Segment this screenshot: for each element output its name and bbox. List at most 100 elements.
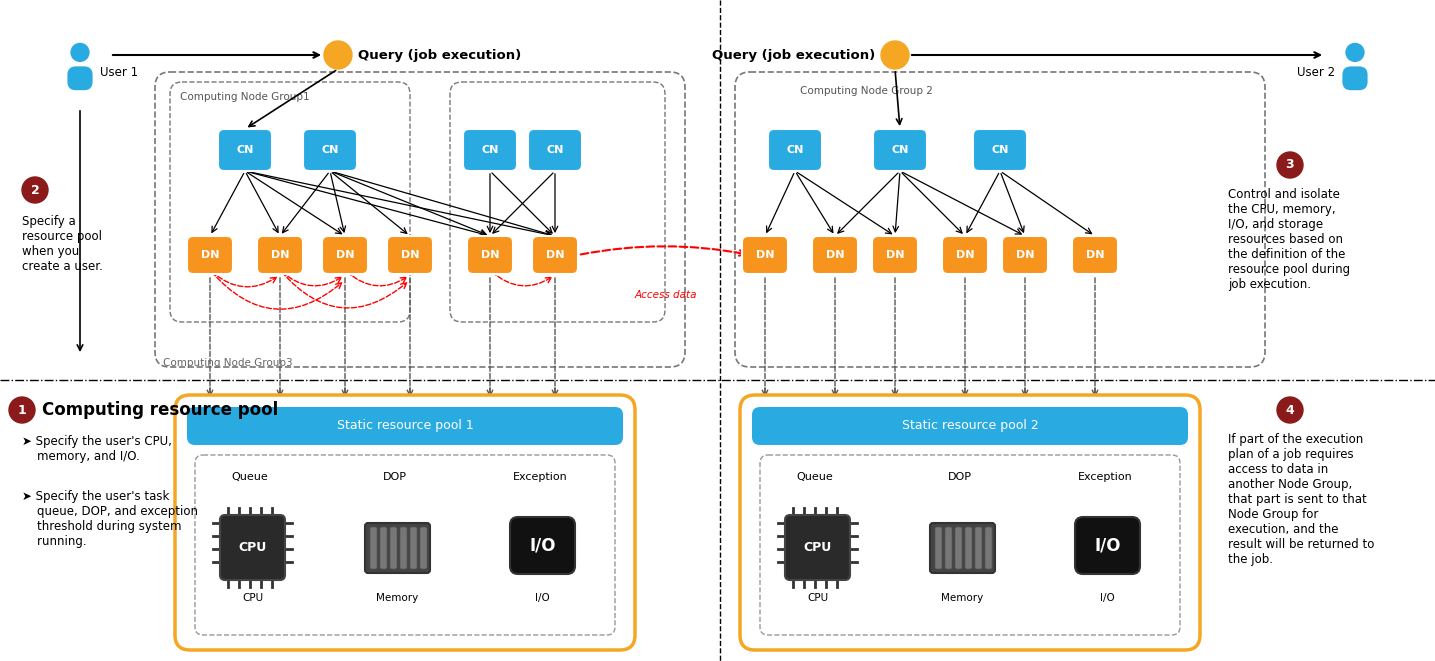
- FancyBboxPatch shape: [973, 129, 1027, 171]
- FancyBboxPatch shape: [321, 236, 367, 274]
- FancyBboxPatch shape: [768, 129, 822, 171]
- Text: Computing Node Group3: Computing Node Group3: [164, 358, 293, 368]
- FancyBboxPatch shape: [1342, 66, 1368, 90]
- Text: ➤ Specify the user's CPU,
    memory, and I/O.: ➤ Specify the user's CPU, memory, and I/…: [22, 435, 172, 463]
- FancyBboxPatch shape: [387, 236, 433, 274]
- FancyBboxPatch shape: [946, 527, 951, 569]
- Text: I/O: I/O: [1095, 537, 1121, 555]
- FancyBboxPatch shape: [872, 129, 927, 171]
- Text: DN: DN: [400, 250, 419, 260]
- Text: CN: CN: [321, 145, 339, 155]
- Text: User 2: User 2: [1297, 65, 1336, 79]
- Circle shape: [9, 397, 34, 423]
- FancyBboxPatch shape: [956, 527, 961, 569]
- Text: DOP: DOP: [949, 472, 971, 482]
- Text: Exception: Exception: [512, 472, 567, 482]
- Text: Memory: Memory: [941, 593, 983, 603]
- FancyBboxPatch shape: [420, 527, 428, 569]
- Text: CN: CN: [237, 145, 254, 155]
- Text: Computing resource pool: Computing resource pool: [42, 401, 278, 419]
- Text: User 1: User 1: [99, 65, 138, 79]
- FancyBboxPatch shape: [974, 527, 982, 569]
- Text: DN: DN: [825, 250, 844, 260]
- Text: CN: CN: [992, 145, 1009, 155]
- FancyBboxPatch shape: [936, 527, 941, 569]
- Text: CN: CN: [481, 145, 499, 155]
- Text: DN: DN: [1016, 250, 1035, 260]
- FancyBboxPatch shape: [509, 517, 575, 574]
- FancyBboxPatch shape: [740, 395, 1200, 650]
- FancyBboxPatch shape: [303, 129, 357, 171]
- FancyBboxPatch shape: [752, 407, 1188, 445]
- FancyBboxPatch shape: [370, 527, 377, 569]
- FancyBboxPatch shape: [964, 527, 971, 569]
- Text: CN: CN: [786, 145, 804, 155]
- FancyBboxPatch shape: [941, 236, 989, 274]
- FancyBboxPatch shape: [1072, 236, 1118, 274]
- FancyBboxPatch shape: [528, 129, 583, 171]
- FancyBboxPatch shape: [1002, 236, 1048, 274]
- Text: CPU: CPU: [806, 593, 828, 603]
- Text: Exception: Exception: [1078, 472, 1132, 482]
- FancyBboxPatch shape: [532, 236, 578, 274]
- FancyBboxPatch shape: [812, 236, 858, 274]
- FancyBboxPatch shape: [187, 236, 232, 274]
- Text: DN: DN: [756, 250, 775, 260]
- FancyBboxPatch shape: [364, 523, 430, 573]
- Text: I/O: I/O: [1101, 593, 1115, 603]
- FancyBboxPatch shape: [930, 523, 994, 573]
- Text: CN: CN: [547, 145, 564, 155]
- Text: I/O: I/O: [530, 537, 555, 555]
- FancyBboxPatch shape: [410, 527, 418, 569]
- Text: Memory: Memory: [376, 593, 419, 603]
- Text: DN: DN: [336, 250, 354, 260]
- Circle shape: [1277, 152, 1303, 178]
- Text: Static resource pool 2: Static resource pool 2: [901, 420, 1039, 432]
- Circle shape: [1346, 44, 1363, 61]
- Text: Query (job execution): Query (job execution): [712, 48, 875, 61]
- Text: Computing Node Group 2: Computing Node Group 2: [799, 86, 933, 96]
- FancyBboxPatch shape: [218, 129, 273, 171]
- Text: I/O: I/O: [535, 593, 550, 603]
- Text: DN: DN: [481, 250, 499, 260]
- FancyBboxPatch shape: [187, 407, 623, 445]
- Text: DN: DN: [271, 250, 290, 260]
- FancyBboxPatch shape: [380, 527, 387, 569]
- Text: CPU: CPU: [238, 541, 267, 554]
- Text: 3: 3: [1286, 159, 1294, 171]
- Text: Access data: Access data: [636, 290, 697, 300]
- FancyBboxPatch shape: [464, 129, 517, 171]
- Text: DN: DN: [956, 250, 974, 260]
- Text: CPU: CPU: [243, 593, 263, 603]
- Text: DN: DN: [1086, 250, 1105, 260]
- Text: Queue: Queue: [231, 472, 268, 482]
- Text: DOP: DOP: [383, 472, 408, 482]
- Text: 1: 1: [17, 403, 26, 416]
- Text: Computing Node Group1: Computing Node Group1: [179, 92, 310, 102]
- FancyBboxPatch shape: [984, 527, 992, 569]
- FancyBboxPatch shape: [257, 236, 303, 274]
- FancyBboxPatch shape: [220, 515, 286, 580]
- Circle shape: [881, 41, 908, 69]
- Circle shape: [1277, 397, 1303, 423]
- FancyBboxPatch shape: [400, 527, 408, 569]
- Text: DN: DN: [885, 250, 904, 260]
- FancyBboxPatch shape: [390, 527, 397, 569]
- Text: If part of the execution
plan of a job requires
access to data in
another Node G: If part of the execution plan of a job r…: [1228, 433, 1375, 566]
- FancyBboxPatch shape: [67, 66, 93, 90]
- FancyBboxPatch shape: [785, 515, 850, 580]
- FancyBboxPatch shape: [1075, 517, 1139, 574]
- Text: Query (job execution): Query (job execution): [357, 48, 521, 61]
- Text: 2: 2: [30, 184, 39, 196]
- FancyBboxPatch shape: [872, 236, 918, 274]
- FancyBboxPatch shape: [175, 395, 636, 650]
- Text: 4: 4: [1286, 403, 1294, 416]
- FancyBboxPatch shape: [742, 236, 788, 274]
- Text: ➤ Specify the user's task
    queue, DOP, and exception
    threshold during sys: ➤ Specify the user's task queue, DOP, an…: [22, 490, 198, 548]
- Text: CN: CN: [891, 145, 908, 155]
- Circle shape: [22, 177, 47, 203]
- Text: DN: DN: [201, 250, 220, 260]
- Circle shape: [324, 41, 352, 69]
- Text: Queue: Queue: [796, 472, 834, 482]
- Text: CPU: CPU: [804, 541, 832, 554]
